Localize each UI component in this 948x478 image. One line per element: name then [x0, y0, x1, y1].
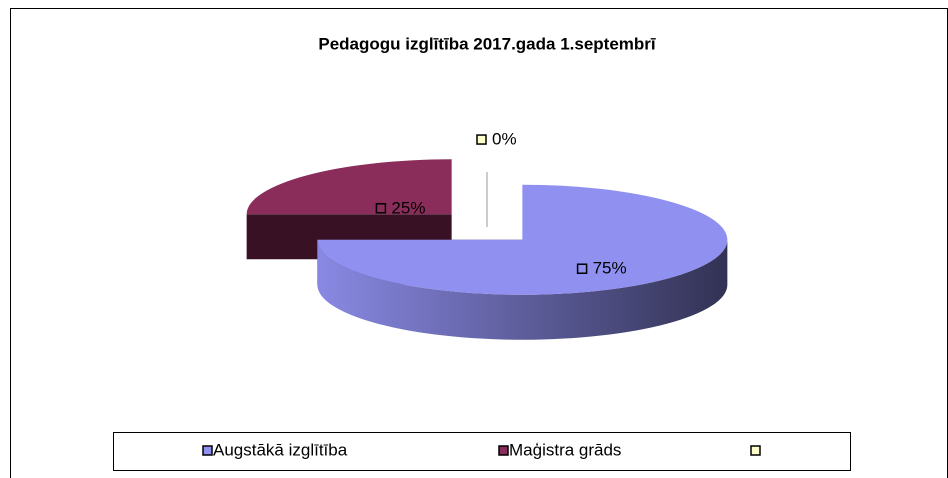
slice-top: [317, 184, 728, 295]
label-marker: [576, 263, 588, 274]
label-marker: [476, 134, 487, 145]
slice-top: [246, 159, 452, 215]
label-marker: [375, 203, 387, 214]
data-label: 25%: [391, 198, 425, 217]
legend-swatch: [202, 445, 213, 456]
chart-title: Pedagogu izglītība 2017.gada 1.septembrī: [318, 34, 656, 53]
legend-swatch: [750, 445, 761, 456]
data-label: 0%: [492, 130, 517, 149]
legend-swatch: [498, 445, 509, 456]
legend-label: Augstākā izglītība: [213, 440, 348, 459]
slice-side: [317, 239, 728, 340]
slice: [317, 184, 728, 340]
legend-label: Maģistra grāds: [509, 440, 621, 459]
data-label: 75%: [593, 259, 627, 278]
legend-box: [113, 432, 851, 471]
